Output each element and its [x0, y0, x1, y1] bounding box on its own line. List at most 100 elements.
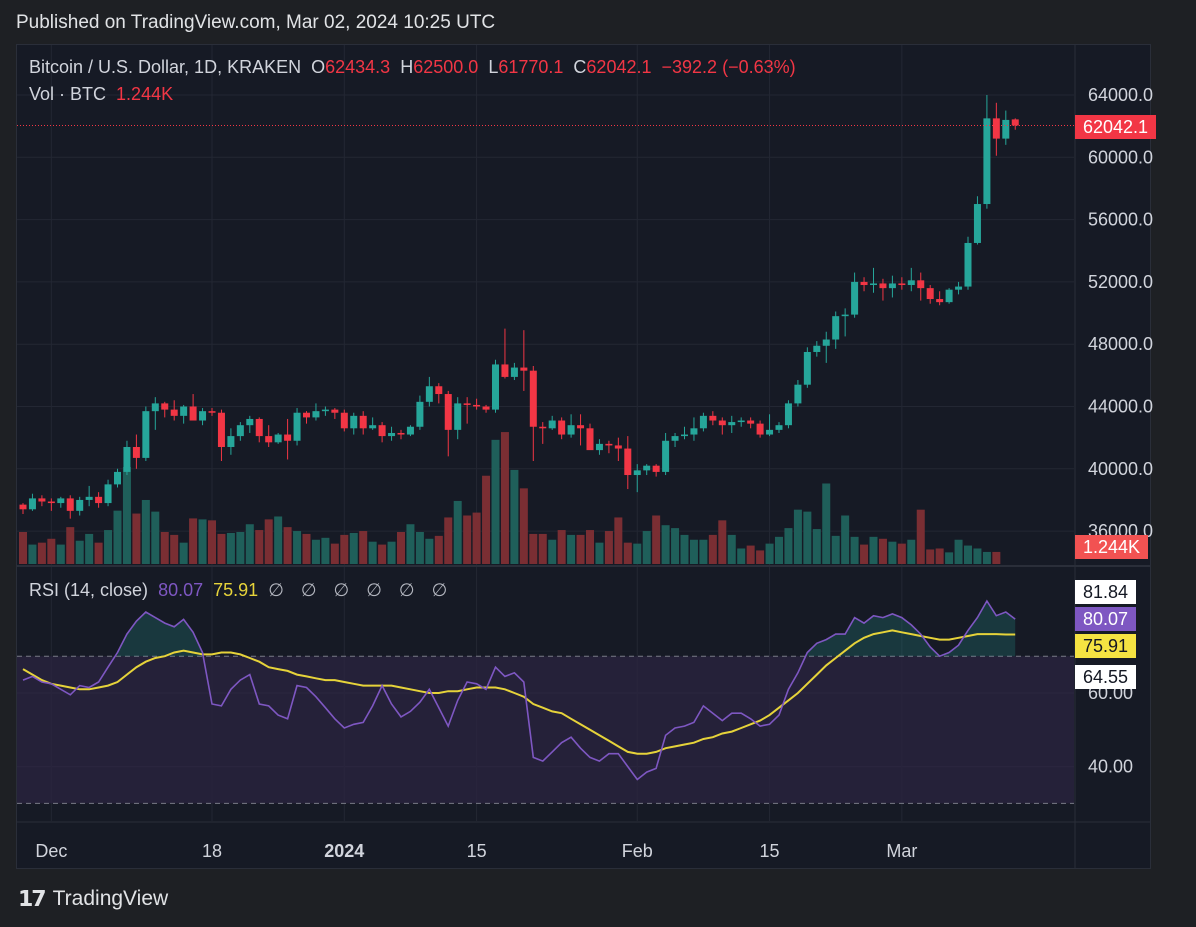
volume-bar	[104, 530, 113, 564]
volume-bar	[264, 519, 273, 564]
open-value: 62434.3	[325, 57, 391, 77]
volume-bar	[538, 533, 547, 564]
volume-bar	[472, 512, 481, 564]
candle-body	[217, 412, 225, 447]
candle	[643, 464, 651, 476]
volume-bar	[491, 439, 500, 564]
volume-bar	[425, 538, 434, 564]
volume-bar	[803, 511, 812, 564]
candle-body	[756, 423, 764, 435]
candle	[38, 495, 46, 507]
volume-label[interactable]: Vol · BTC	[29, 84, 107, 104]
candle	[510, 362, 518, 381]
volume-bar	[444, 517, 453, 564]
candle	[227, 428, 235, 455]
time-tick-label: 18	[202, 841, 222, 861]
volume-bar	[907, 539, 916, 564]
candle	[775, 422, 783, 433]
candle-body	[1011, 119, 1019, 126]
price-tick-label: 48000.0	[1088, 334, 1153, 354]
candle	[284, 418, 292, 460]
rsi-value: 80.07	[158, 580, 204, 600]
candle-body	[57, 498, 65, 504]
candle-body	[331, 409, 339, 413]
volume-bar	[557, 530, 566, 564]
candle-body	[369, 425, 377, 429]
candle	[766, 414, 774, 437]
volume-bar	[878, 538, 887, 564]
low-value: 61770.1	[498, 57, 564, 77]
volume-bar	[283, 527, 292, 564]
candle	[577, 414, 585, 446]
volume-bar	[831, 535, 840, 564]
candle	[936, 291, 944, 306]
candle-body	[520, 367, 528, 371]
candle	[917, 272, 925, 301]
candle	[803, 347, 811, 388]
candle-body	[482, 406, 490, 410]
volume-bar	[311, 539, 320, 564]
rsi-label[interactable]: RSI (14, close)	[29, 580, 149, 600]
volume-bar	[340, 534, 349, 564]
candle	[879, 278, 887, 301]
candle	[973, 196, 981, 245]
candle	[114, 468, 121, 488]
rsi-band	[17, 656, 1074, 804]
volume-bar	[94, 542, 103, 564]
candle	[992, 102, 1000, 156]
candle	[208, 408, 216, 416]
volume-bar	[245, 524, 254, 564]
candle-body	[303, 412, 310, 418]
candle	[501, 328, 509, 379]
candle	[652, 464, 660, 477]
candle	[822, 331, 830, 363]
candle-body	[681, 434, 688, 437]
volume-bar	[255, 530, 264, 564]
candle-body	[813, 345, 821, 352]
time-tick-label: Mar	[886, 841, 917, 861]
candle	[473, 398, 481, 410]
volume-bar	[869, 536, 878, 564]
candle-body	[529, 370, 537, 427]
candle	[756, 420, 764, 438]
candle	[841, 308, 849, 337]
tradingview-logo[interactable]: 𝟭𝟳 TradingView	[18, 886, 168, 912]
volume-bar	[718, 520, 727, 564]
rsi-overbought-fill	[117, 601, 1016, 657]
candle-body	[265, 436, 273, 443]
candle	[633, 464, 641, 493]
candle-body	[132, 446, 140, 458]
candle-body	[955, 286, 963, 290]
candle	[340, 409, 348, 432]
candle	[57, 496, 65, 508]
candle	[151, 397, 159, 430]
candle	[463, 397, 471, 424]
candle	[794, 380, 802, 407]
candle	[321, 406, 329, 416]
rsi-overbought-area	[117, 612, 203, 657]
candle	[605, 440, 613, 454]
volume-bar	[75, 540, 84, 564]
volume-bar	[652, 515, 661, 564]
candle	[784, 400, 792, 429]
candle-body	[501, 364, 509, 377]
time-tick-label: 15	[760, 841, 780, 861]
rsi-legend: RSI (14, close) 80.07 75.91 ∅ ∅ ∅ ∅ ∅ ∅	[29, 580, 453, 601]
candle-body	[38, 498, 46, 502]
candle	[359, 411, 367, 435]
rsi-ma-line	[22, 629, 1016, 755]
volume-bar	[302, 533, 311, 564]
volume-bar	[387, 541, 396, 564]
volume-bar	[812, 529, 821, 564]
volume-bar	[293, 531, 302, 564]
volume-bar	[926, 549, 935, 564]
volume-bar	[756, 550, 765, 564]
symbol-title[interactable]: Bitcoin / U.S. Dollar, 1D, KRAKEN	[29, 57, 302, 77]
volume-bar	[623, 542, 632, 564]
price-tick-label: 60000.0	[1088, 147, 1153, 167]
time-tick-label: 2024	[324, 841, 364, 861]
brand-name: TradingView	[52, 887, 169, 910]
volume-bar	[368, 541, 377, 564]
rsi-high-badge: 81.84	[1075, 580, 1137, 604]
